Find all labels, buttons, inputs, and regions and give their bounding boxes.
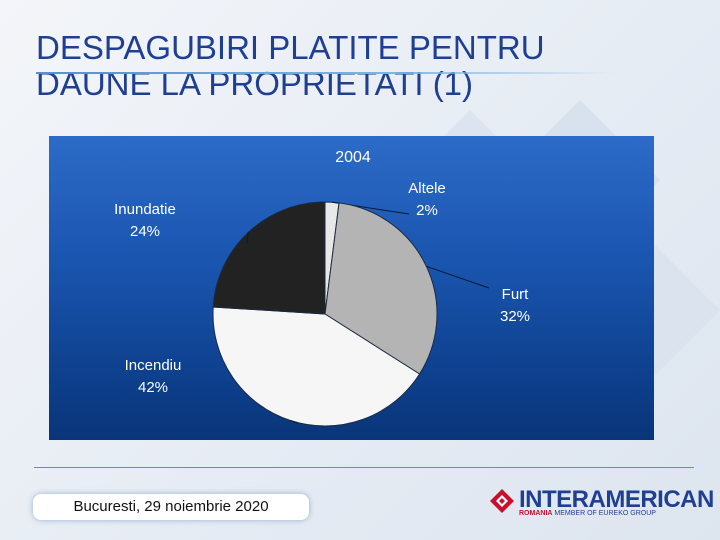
logo-wordmark: INTERAMERICAN [519, 486, 714, 513]
logo-mark-icon [490, 489, 514, 513]
slice-label-incendiu: Incendiu [125, 357, 182, 374]
title-underline [36, 72, 616, 74]
slice-value-incendiu: 42% [138, 379, 168, 396]
leader-line-furt [426, 265, 490, 289]
slice-label-altele: Altele [408, 180, 446, 197]
logo-tagline: ROMANIA MEMBER OF EUREKO GROUP [519, 510, 656, 517]
footer-date: Bucuresti, 29 noiembrie 2020 [33, 494, 309, 520]
leader-line-incendiu [290, 420, 298, 424]
slide-title: DESPAGUBIRI PLATITE PENTRU DAUNE LA PROP… [36, 30, 676, 102]
company-logo: INTERAMERICAN ROMANIA MEMBER OF EUREKO G… [489, 486, 714, 522]
slice-value-altele: 2% [416, 202, 438, 219]
slice-value-inundatie: 24% [130, 223, 160, 240]
slice-label-inundatie: Inundatie [114, 201, 176, 218]
leader-line-inundatie [246, 232, 249, 245]
pie-chart: 2004 Altele 2% Furt 32% Incendiu 42% Inundatie… [114, 149, 530, 427]
chart-title: 2004 [335, 149, 371, 166]
pie-slice-incendiu [212, 306, 421, 427]
pie-chart-panel: 2004 Altele 2% Furt 32% Incendiu 42% Inundatie… [49, 136, 654, 440]
slice-value-furt: 32% [500, 308, 530, 325]
slice-label-furt: Furt [502, 286, 530, 303]
slide-title-line1: DESPAGUBIRI PLATITE PENTRU [36, 29, 545, 66]
footer-divider [34, 467, 694, 468]
logo-country: ROMANIA [519, 510, 553, 517]
slide-title-line2: DAUNE LA PROPRIETATI (1) [36, 65, 474, 102]
pie-slice-inundatie [212, 201, 326, 315]
logo-group: MEMBER OF EUREKO GROUP [554, 510, 656, 517]
